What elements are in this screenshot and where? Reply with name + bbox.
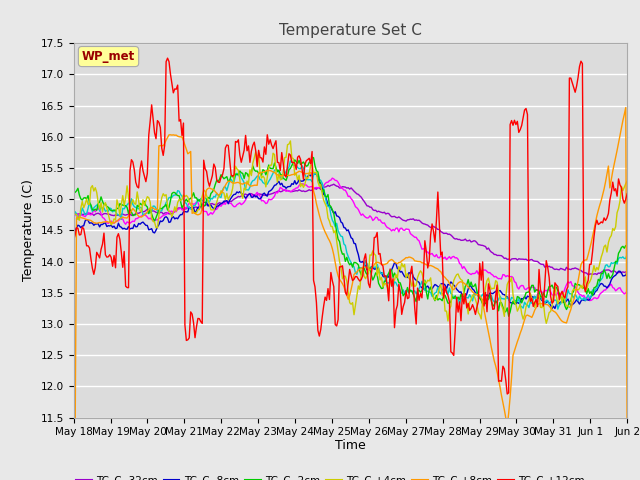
Legend: TC_C -32cm, TC_C -16cm, TC_C -8cm, TC_C -4cm, TC_C -2cm, TC_C +4cm, TC_C +8cm, T: TC_C -32cm, TC_C -16cm, TC_C -8cm, TC_C … [76, 475, 585, 480]
TC_C +4cm [356, 287, 364, 292]
Line: TC_C +8cm: TC_C +8cm [74, 108, 627, 480]
TC_C -2cm [356, 268, 364, 274]
X-axis label: Time: Time [335, 439, 366, 452]
TC_C +4cm [543, 321, 550, 326]
TC_C +8cm [88, 219, 96, 225]
TC_C -16cm [548, 292, 556, 298]
TC_C -32cm [466, 237, 474, 243]
TC_C -4cm [106, 205, 113, 211]
TC_C +4cm [106, 217, 113, 223]
TC_C -16cm [623, 288, 631, 294]
TC_C -32cm [106, 211, 113, 217]
TC_C -32cm [622, 269, 630, 275]
TC_C -4cm [70, 214, 77, 219]
TC_C +4cm [623, 178, 631, 184]
TC_C +8cm [465, 284, 472, 290]
TC_C -16cm [622, 290, 630, 296]
TC_C -4cm [548, 299, 556, 304]
TC_C -4cm [88, 209, 96, 215]
TC_C -2cm [70, 189, 77, 195]
TC_C -8cm [551, 306, 559, 312]
TC_C +8cm [106, 219, 113, 225]
TC_C -4cm [623, 251, 631, 256]
TC_C -32cm [356, 193, 364, 199]
TC_C +8cm [355, 267, 362, 273]
TC_C -4cm [622, 256, 630, 262]
TC_C +4cm [287, 138, 294, 144]
TC_C -8cm [88, 220, 96, 226]
TC_C +12cm [106, 252, 113, 258]
TC_C -8cm [70, 228, 77, 233]
TC_C -16cm [586, 298, 593, 303]
TC_C -32cm [623, 269, 631, 275]
TC_C +12cm [356, 278, 364, 284]
TC_C -8cm [623, 268, 631, 274]
TC_C -8cm [356, 259, 364, 264]
TC_C -2cm [622, 243, 630, 249]
Line: TC_C +4cm: TC_C +4cm [74, 141, 627, 324]
Line: TC_C -4cm: TC_C -4cm [74, 161, 627, 309]
TC_C +12cm [164, 55, 172, 61]
Line: TC_C -2cm: TC_C -2cm [74, 157, 627, 316]
TC_C +4cm [550, 291, 557, 297]
TC_C -16cm [328, 175, 336, 181]
TC_C +12cm [504, 391, 511, 397]
TC_C +8cm [622, 105, 630, 110]
TC_C +12cm [623, 191, 631, 197]
TC_C -32cm [548, 264, 556, 270]
Line: TC_C +12cm: TC_C +12cm [74, 58, 627, 394]
TC_C +12cm [88, 265, 96, 271]
TC_C -8cm [310, 169, 317, 175]
TC_C -2cm [466, 283, 474, 289]
Text: WP_met: WP_met [82, 50, 135, 63]
TC_C -8cm [106, 223, 113, 229]
Title: Temperature Set C: Temperature Set C [279, 23, 422, 38]
TC_C -4cm [466, 292, 474, 298]
TC_C -2cm [308, 155, 316, 160]
TC_C -16cm [88, 211, 96, 216]
Line: TC_C -8cm: TC_C -8cm [74, 172, 627, 309]
TC_C -16cm [466, 271, 474, 276]
TC_C +8cm [623, 451, 631, 456]
TC_C -2cm [88, 207, 96, 213]
TC_C +4cm [88, 183, 96, 189]
TC_C +4cm [466, 300, 474, 305]
TC_C -32cm [88, 211, 96, 217]
TC_C -2cm [106, 206, 113, 212]
TC_C +4cm [622, 181, 630, 187]
TC_C +4cm [70, 210, 77, 216]
TC_C -2cm [623, 243, 631, 249]
Y-axis label: Temperature (C): Temperature (C) [22, 180, 35, 281]
TC_C -2cm [505, 313, 513, 319]
Line: TC_C -16cm: TC_C -16cm [74, 178, 627, 300]
TC_C -32cm [584, 272, 592, 277]
TC_C -16cm [356, 210, 364, 216]
TC_C -8cm [622, 273, 630, 278]
TC_C -16cm [106, 219, 113, 225]
TC_C -2cm [550, 286, 557, 291]
TC_C +12cm [466, 308, 474, 313]
TC_C -4cm [356, 265, 364, 271]
TC_C +8cm [619, 118, 627, 123]
TC_C +12cm [70, 237, 77, 243]
TC_C -8cm [466, 283, 474, 288]
Line: TC_C -32cm: TC_C -32cm [74, 184, 627, 275]
TC_C -32cm [70, 211, 77, 216]
TC_C -4cm [554, 306, 562, 312]
TC_C +12cm [550, 299, 557, 304]
TC_C +8cm [547, 305, 554, 311]
TC_C -4cm [287, 158, 294, 164]
TC_C -8cm [548, 306, 556, 312]
TC_C -32cm [330, 181, 338, 187]
TC_C -16cm [70, 215, 77, 221]
TC_C +12cm [622, 196, 630, 202]
